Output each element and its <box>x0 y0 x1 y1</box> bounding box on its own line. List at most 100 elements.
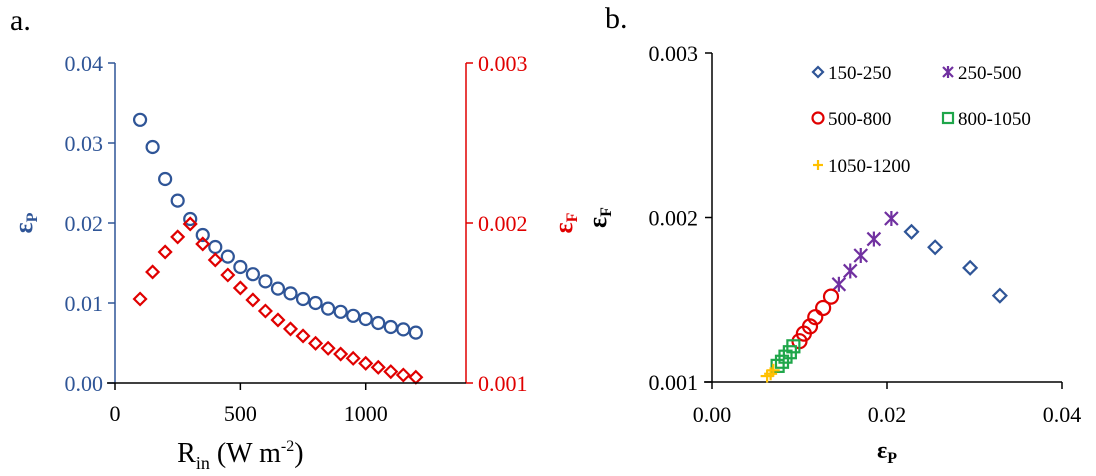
panel-a-chart: 0.00 0.01 0.02 0.03 0.04 0.001 0.002 0.003 0 500 1… <box>9 51 581 473</box>
panel-a-diamond-marker <box>333 346 349 362</box>
legend-item-150-250: 150-250 <box>811 63 891 84</box>
panel-a-circle-marker <box>396 322 411 337</box>
panel-a-circle-marker <box>383 319 398 335</box>
panel-a-diamond-marker <box>232 280 248 296</box>
panel-a-circle-marker <box>333 304 348 319</box>
panel-a-circle-marker <box>158 171 173 187</box>
panel-b-label: b. <box>605 2 628 35</box>
panel-b-diamond-marker <box>962 259 979 276</box>
panel-a-circle-marker <box>408 325 423 340</box>
panel-b-x-axis-title: εP <box>877 438 897 467</box>
legend-item-500-800: 500-800 <box>811 109 891 130</box>
legend-square-icon <box>941 111 955 125</box>
panel-b-diamond-marker <box>991 287 1008 304</box>
panel-b-x-tick-label: 0.04 <box>1043 402 1082 427</box>
panel-a-left-tick-label: 0.00 <box>65 371 104 396</box>
legend-diamond-icon <box>811 65 825 79</box>
panel-a-diamond-marker <box>270 312 286 328</box>
panel-b-chart: 0.001 0.002 0.003 0.00 0.02 0.04 εP εF 150-250 2… <box>583 41 1081 467</box>
panel-b-square-marker <box>782 345 797 360</box>
panel-b-asterisk-marker <box>842 263 858 279</box>
panel-a-circle-marker <box>208 239 223 255</box>
panel-a-left-tick-label: 0.03 <box>65 131 104 156</box>
legend-item-1050-1200: 1050-1200 <box>813 156 910 177</box>
panel-a-right-axis-title: εF <box>549 212 581 233</box>
panel-a-left-tick-label: 0.02 <box>65 211 104 236</box>
panel-a-circle-marker <box>233 259 248 275</box>
panel-b-x-tick-label: 0.00 <box>693 402 732 427</box>
panel-a-circle-marker <box>295 291 311 307</box>
panel-b-plus-marker <box>760 369 774 383</box>
panel-a-diamond-marker <box>245 292 261 308</box>
panel-b-asterisk-marker <box>884 210 899 226</box>
panel-b-data-points <box>760 210 1008 383</box>
panel-a-diamond-marker <box>370 359 386 375</box>
panel-a-x-axis-title: Rin (W m-2) <box>177 438 303 473</box>
legend-label: 150-250 <box>828 63 891 84</box>
legend-label: 800-1050 <box>958 109 1031 130</box>
panel-b-circle-marker <box>815 299 832 317</box>
legend-label: 500-800 <box>828 109 891 130</box>
panel-a-diamond-marker <box>132 291 148 307</box>
panel-a-circle-marker <box>170 193 185 208</box>
panel-a-diamond-marker <box>282 321 299 337</box>
legend-item-800-1050: 800-1050 <box>941 109 1031 130</box>
panel-a-x-tick-label: 500 <box>224 401 257 426</box>
panel-b-square-marker <box>770 358 785 373</box>
panel-a-left-tick-label: 0.01 <box>65 291 104 316</box>
panel-b-y-tick-label: 0.002 <box>649 206 699 231</box>
panel-b-circle-marker <box>807 309 824 326</box>
panel-b-asterisk-marker <box>866 231 882 247</box>
panel-b-diamond-marker <box>903 223 920 240</box>
panel-b-y-axis-title: εF <box>583 207 615 228</box>
panel-b-asterisk-marker <box>853 247 869 263</box>
panel-a-x-tick-label: 0 <box>110 401 121 426</box>
panel-a-diamond-marker <box>383 364 399 380</box>
panel-a-circle-marker <box>371 315 386 331</box>
panel-a-diamond-marker <box>207 252 223 268</box>
panel-a-circle-marker <box>245 267 260 282</box>
panel-a-left-axis-title: εP <box>9 212 41 233</box>
legend-plus-icon <box>813 160 823 170</box>
panel-b-square-marker <box>774 354 790 369</box>
panel-b-axes: 0.001 0.002 0.003 0.00 0.02 0.04 εP εF <box>583 41 1081 467</box>
panel-a-circle-marker <box>132 112 148 127</box>
panel-a-axes: 0.00 0.01 0.02 0.03 0.04 0.001 0.002 0.003 0 500 1… <box>9 51 581 473</box>
legend-asterisk-icon <box>942 66 954 78</box>
legend-circle-icon <box>811 111 825 125</box>
panel-a-diamond-marker <box>157 244 173 260</box>
panel-a-diamond-marker <box>257 303 273 319</box>
panel-a-diamond-marker <box>320 340 336 356</box>
panel-a-circle-marker <box>220 249 235 264</box>
panel-a-diamond-marker <box>395 367 411 383</box>
panel-a-diamond-marker <box>182 216 198 232</box>
panel-b-diamond-marker <box>927 239 944 256</box>
panel-a-diamond-marker <box>220 267 236 283</box>
panel-b-circle-marker <box>822 288 840 305</box>
panel-a-circle-marker <box>270 281 286 296</box>
panel-b-legend: 150-250 250-500 500-800 800-1050 1050-1200 <box>811 63 1031 177</box>
panel-a-circle-marker <box>145 139 160 155</box>
panel-a-diamond-marker <box>408 369 424 385</box>
panel-a-diamond-marker <box>358 355 374 371</box>
panel-a-x-tick-label: 1000 <box>344 401 388 426</box>
panel-a-circle-marker <box>321 301 336 316</box>
panel-a-circle-marker <box>258 274 273 289</box>
panel-a-circle-marker <box>346 308 361 323</box>
panel-a-right-tick-label: 0.001 <box>478 371 528 396</box>
legend-label: 1050-1200 <box>828 156 910 177</box>
panel-a-diamond-marker <box>345 350 361 366</box>
panel-a-diamond-marker <box>308 335 324 351</box>
panel-b-asterisk-marker <box>831 276 847 292</box>
panel-a-circle-marker <box>283 286 298 301</box>
panel-a-right-tick-label: 0.003 <box>478 51 528 76</box>
panel-a-circle-marker <box>195 227 210 243</box>
panel-a-circle-marker <box>358 311 373 327</box>
panel-a-right-tick-label: 0.002 <box>478 211 528 236</box>
panel-a-diamond-marker <box>195 236 211 252</box>
panel-b-x-tick-label: 0.02 <box>868 402 907 427</box>
panel-a-circle-marker <box>183 211 198 227</box>
panel-a-diamond-marker <box>145 264 161 280</box>
panel-a-circle-marker <box>308 295 323 311</box>
